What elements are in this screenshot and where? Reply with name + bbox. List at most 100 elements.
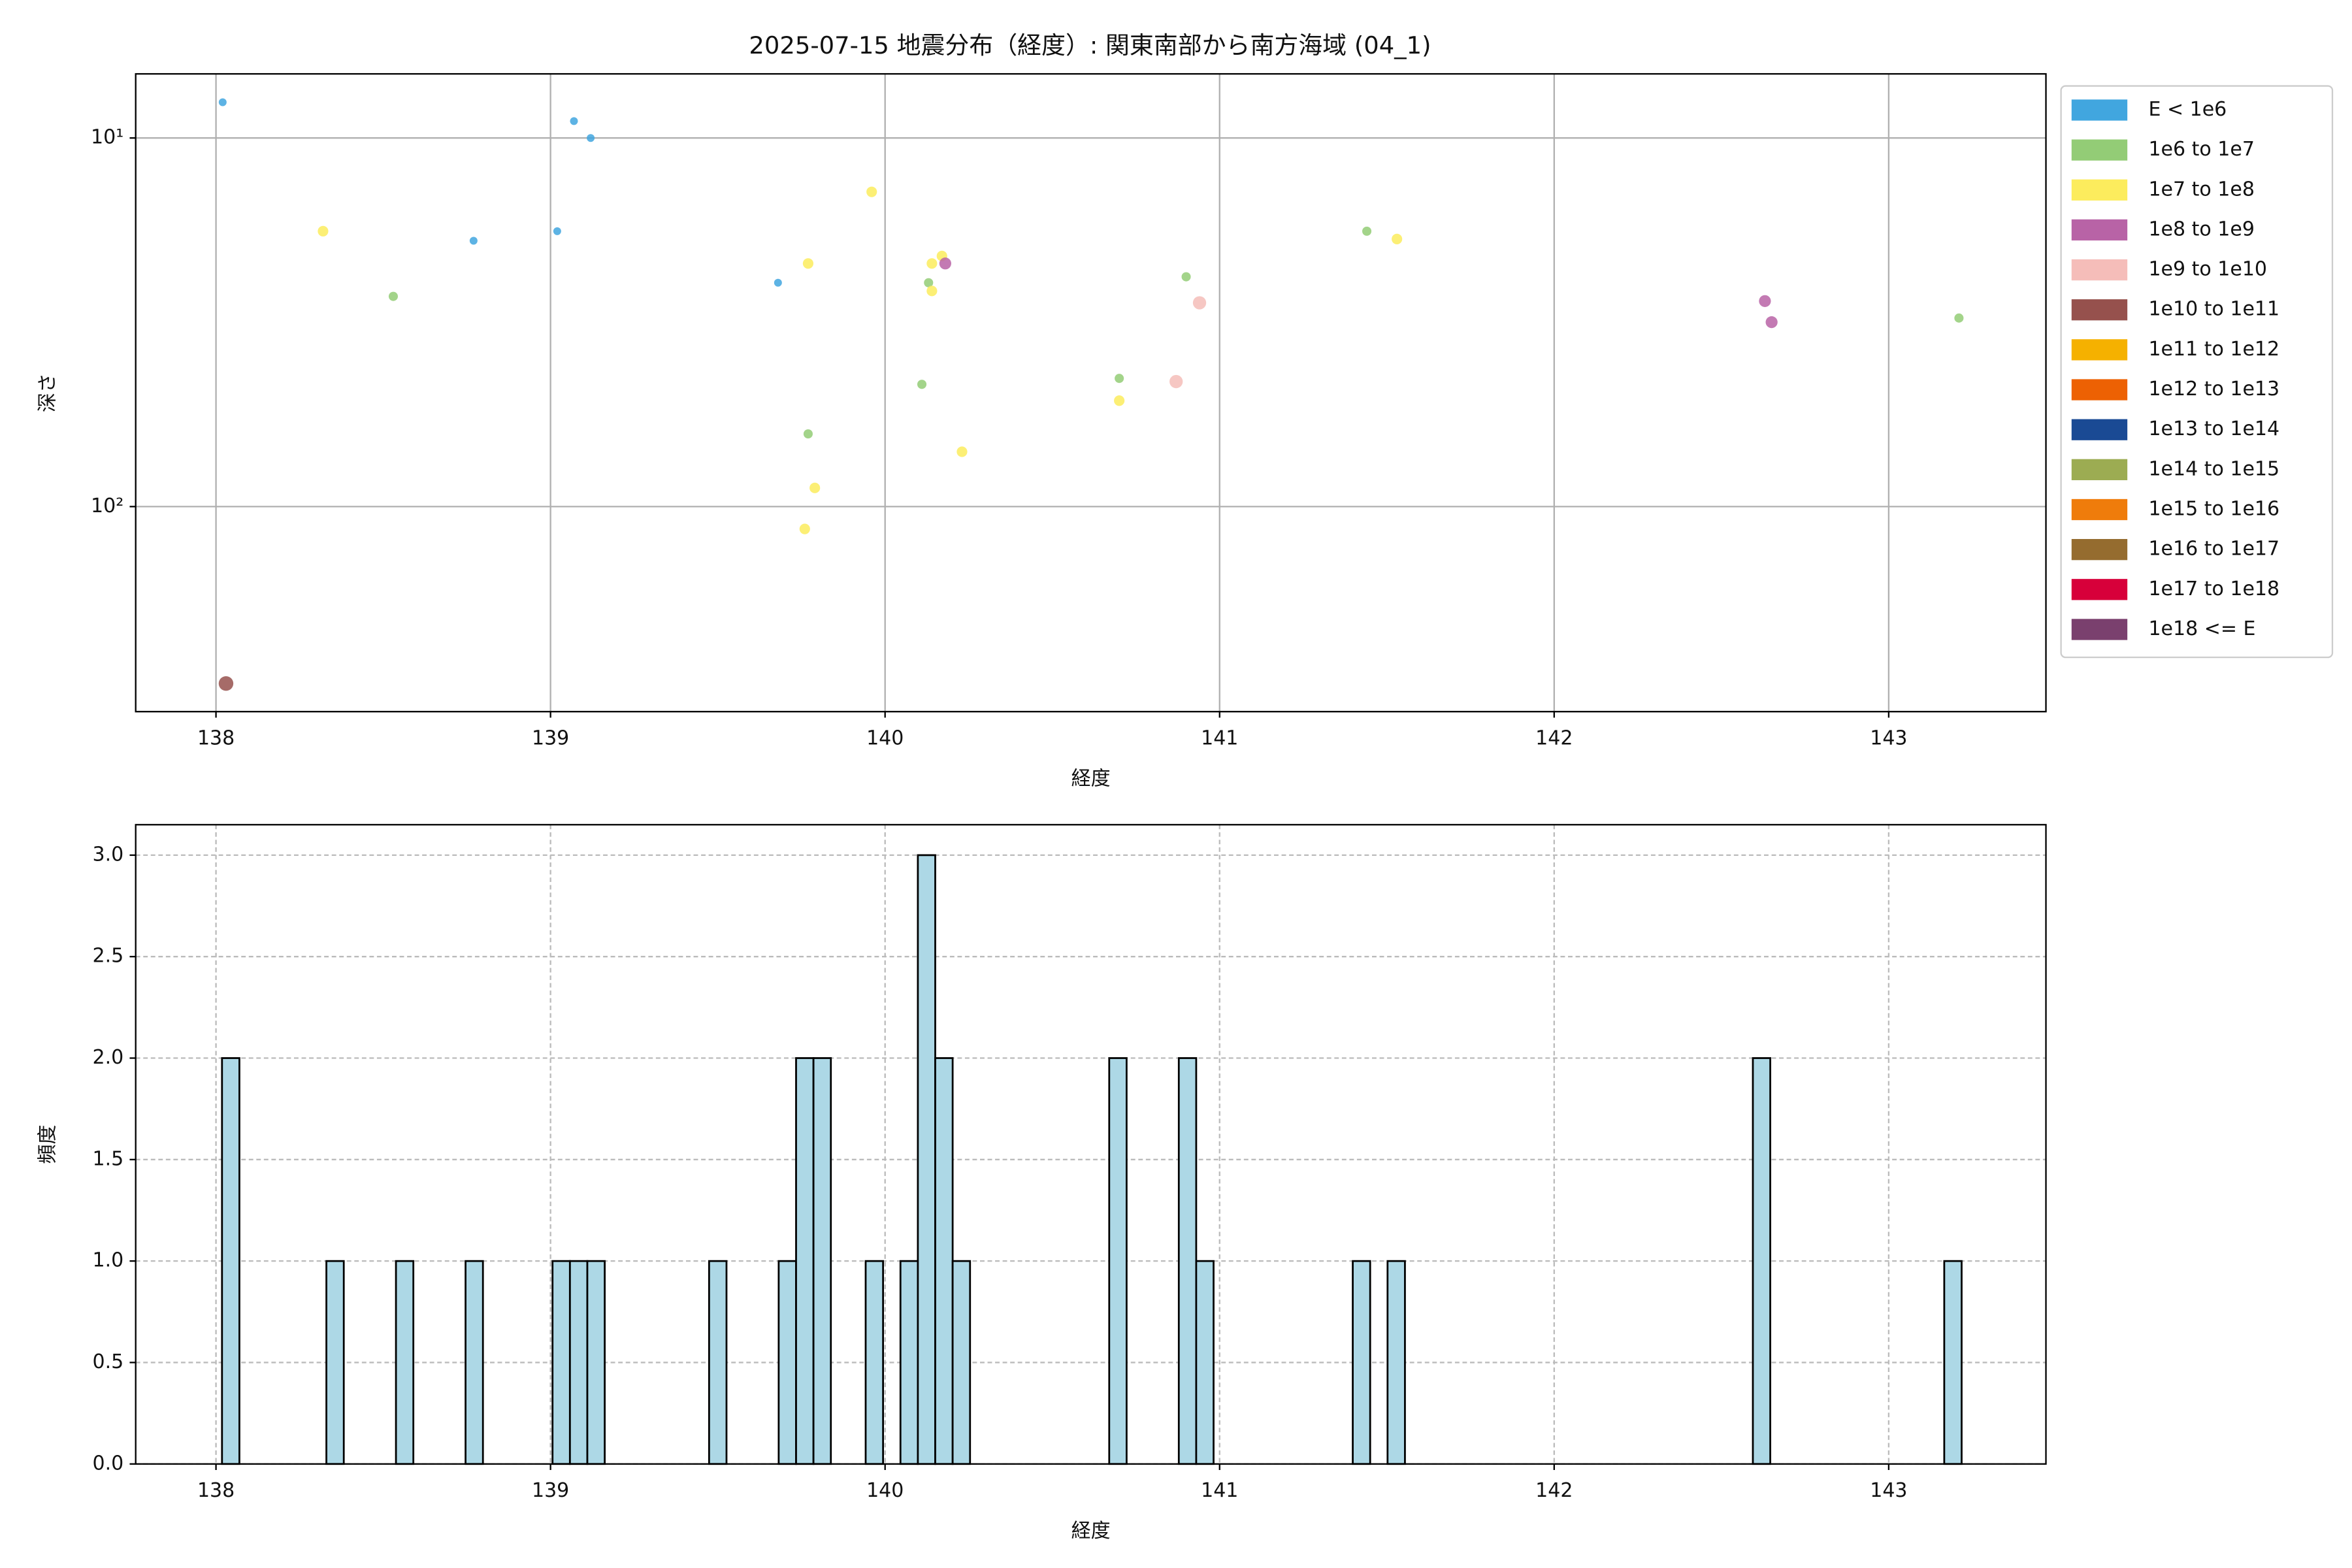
scatter-point	[802, 258, 814, 269]
scatter-point	[809, 482, 821, 493]
histogram-bar	[1352, 1260, 1371, 1465]
legend-label: 1e9 to 1e10	[2148, 258, 2267, 281]
scatter-point	[1114, 395, 1125, 406]
legend-swatch	[2071, 379, 2128, 400]
legend-swatch	[2071, 219, 2128, 241]
scatter-point	[926, 286, 938, 297]
legend-label: 1e17 to 1e18	[2148, 578, 2279, 600]
legend-label: 1e7 to 1e8	[2148, 178, 2254, 201]
x-tick-label: 140	[866, 727, 904, 749]
legend-swatch	[2071, 179, 2128, 201]
x-tick-label: 141	[1201, 727, 1238, 749]
x-tick-label: 140	[866, 1479, 904, 1502]
histogram-bar	[795, 1057, 815, 1465]
scatter-point	[924, 278, 934, 287]
axes-frame	[135, 73, 2047, 713]
scatter-point	[1181, 272, 1191, 282]
histogram-bar	[325, 1260, 345, 1465]
x-tick-label: 138	[197, 1479, 235, 1502]
histogram-bar	[777, 1260, 797, 1465]
y-tick-label: 10²	[91, 495, 123, 517]
scatter-point	[926, 258, 938, 269]
scatter-point	[1759, 295, 1771, 307]
y-tick-label: 0.5	[93, 1350, 124, 1373]
legend-swatch	[2071, 299, 2128, 321]
legend-label: 1e15 to 1e16	[2148, 498, 2279, 521]
x-tick-label: 143	[1870, 1479, 1907, 1502]
legend-label: E < 1e6	[2148, 98, 2227, 121]
scatter-point	[1765, 316, 1778, 329]
scatter-point	[218, 676, 234, 691]
histogram-bar	[1752, 1057, 1771, 1465]
legend-label: 1e12 to 1e13	[2148, 378, 2279, 400]
y-axis-label: 深さ	[36, 373, 59, 412]
scatter-point	[799, 523, 810, 534]
histogram-bar	[1386, 1260, 1406, 1465]
scatter-point	[388, 291, 399, 301]
legend-label: 1e13 to 1e14	[2148, 417, 2279, 440]
histogram-bar	[899, 1260, 919, 1465]
scatter-point	[939, 257, 951, 270]
legend-label: 1e16 to 1e17	[2148, 538, 2279, 561]
legend-swatch	[2071, 259, 2128, 281]
scatter-point	[469, 237, 478, 245]
x-tick-label: 143	[1870, 727, 1907, 749]
axes-frame	[135, 824, 2047, 1465]
scatter-point	[866, 186, 877, 197]
scatter-point	[1115, 374, 1124, 384]
histogram-bar	[917, 854, 936, 1465]
x-tick-label: 141	[1201, 1479, 1238, 1502]
scatter-point	[1954, 313, 1964, 323]
histogram-bar	[812, 1057, 832, 1465]
histogram-bar	[568, 1260, 589, 1465]
scatter-point	[553, 227, 561, 235]
y-tick-label: 3.0	[93, 843, 124, 866]
legend-swatch	[2071, 619, 2128, 640]
y-tick-label: 1.5	[93, 1147, 124, 1170]
scatter-point	[1192, 296, 1207, 310]
x-tick-label: 142	[1535, 727, 1573, 749]
legend-swatch	[2071, 579, 2128, 600]
x-axis-label: 経度	[1071, 768, 1111, 791]
histogram-bar	[951, 1260, 972, 1465]
histogram-bar	[395, 1260, 415, 1465]
legend-box	[2060, 85, 2334, 659]
histogram-bar	[586, 1260, 606, 1465]
scatter-point	[218, 98, 227, 106]
y-tick-label: 2.0	[93, 1046, 124, 1069]
x-tick-label: 142	[1535, 1479, 1573, 1502]
histogram-bar	[934, 1057, 954, 1465]
scatter-point	[318, 225, 329, 237]
histogram-bar	[551, 1260, 571, 1465]
histogram-bar	[1195, 1260, 1215, 1465]
y-tick-label: 0.0	[93, 1452, 124, 1475]
scatter-point	[774, 278, 782, 287]
legend-label: 1e8 to 1e9	[2148, 218, 2254, 240]
histogram-bar	[864, 1260, 885, 1465]
scatter-point	[956, 446, 968, 457]
legend-label: 1e18 <= E	[2148, 617, 2255, 640]
y-tick-label: 2.5	[93, 945, 124, 968]
legend-swatch	[2071, 139, 2128, 161]
legend-swatch	[2071, 539, 2128, 561]
histogram-bar	[708, 1260, 728, 1465]
legend-label: 1e10 to 1e11	[2148, 298, 2279, 321]
legend-swatch	[2071, 419, 2128, 440]
scatter-point	[1362, 226, 1372, 236]
x-axis-label: 経度	[1071, 1520, 1111, 1543]
legend-swatch	[2071, 99, 2128, 121]
scatter-point	[1392, 233, 1403, 244]
scatter-point	[917, 380, 927, 389]
legend-label: 1e14 to 1e15	[2148, 457, 2279, 480]
scatter-point	[587, 134, 595, 142]
y-tick-label: 1.0	[93, 1249, 124, 1272]
histogram-bar	[1108, 1057, 1128, 1465]
legend-swatch	[2071, 498, 2128, 521]
scatter-point	[1169, 374, 1183, 389]
legend-label: 1e11 to 1e12	[2148, 338, 2279, 361]
histogram-bar	[221, 1057, 240, 1465]
x-tick-label: 138	[197, 727, 235, 749]
y-axis-label: 頻度	[36, 1125, 59, 1164]
histogram-bar	[1177, 1057, 1198, 1465]
